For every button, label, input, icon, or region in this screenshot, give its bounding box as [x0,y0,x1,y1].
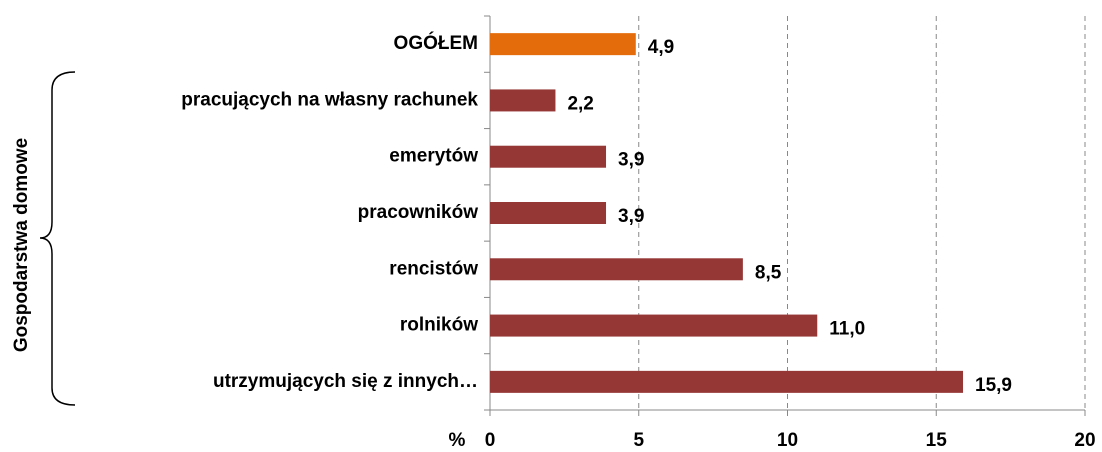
bar [490,258,743,281]
x-axis-label: % [449,430,466,451]
bar [490,370,964,393]
value-label: 15,9 [975,375,1012,396]
x-tick-label: 10 [777,430,798,451]
value-label: 4,9 [648,37,674,58]
bar [490,314,818,337]
bar [490,89,556,112]
y-tick-label: rencistów [389,258,478,279]
x-tick-label: 0 [485,430,496,451]
y-tick-label: rolników [400,315,478,336]
group-brace [39,71,76,406]
y-tick-label: pracowników [358,202,479,223]
y-tick-label: OGÓŁEM [394,32,478,54]
y-tick-label: pracujących na własny rachunek [181,89,478,110]
bar [490,33,636,56]
x-tick-label: 15 [926,430,948,451]
value-label: 3,9 [618,150,644,171]
x-tick-label: 20 [1074,430,1095,451]
value-label: 11,0 [829,319,865,340]
bar [490,202,607,224]
value-label: 2,2 [567,93,593,114]
group-label: Gospodarstwa domowe [11,138,32,352]
value-label: 3,9 [618,206,644,227]
y-tick-label: utrzymujących się z innych… [213,371,478,392]
value-label: 8,5 [755,262,782,283]
bar [490,145,607,168]
x-tick-label: 5 [633,430,644,451]
y-tick-label: emerytów [389,146,478,167]
